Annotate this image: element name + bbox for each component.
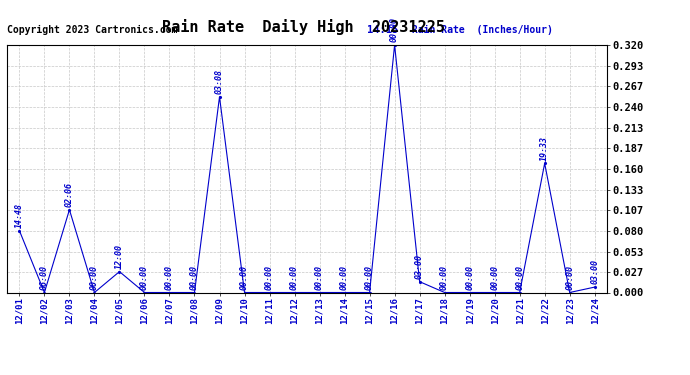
Text: 12:00: 12:00 — [115, 244, 124, 269]
Text: 06:00: 06:00 — [40, 265, 49, 290]
Text: 00:00: 00:00 — [490, 265, 499, 290]
Text: 03:00: 03:00 — [415, 254, 424, 279]
Text: 00:00: 00:00 — [340, 265, 349, 290]
Text: 14:15: 14:15 — [367, 25, 398, 35]
Text: Rain Rate  (Inches/Hour): Rain Rate (Inches/Hour) — [406, 25, 553, 35]
Text: 00:00: 00:00 — [140, 265, 149, 290]
Text: 00:00: 00:00 — [265, 265, 274, 290]
Text: 00:00: 00:00 — [365, 265, 374, 290]
Text: 00:00: 00:00 — [465, 265, 474, 290]
Text: 00:00: 00:00 — [190, 265, 199, 290]
Text: 00:00: 00:00 — [515, 265, 524, 290]
Text: Rain Rate  Daily High  20231225: Rain Rate Daily High 20231225 — [162, 19, 445, 35]
Text: 00:00: 00:00 — [565, 265, 574, 290]
Text: 00:00: 00:00 — [390, 17, 399, 42]
Text: 00:00: 00:00 — [290, 265, 299, 290]
Text: 00:00: 00:00 — [165, 265, 174, 290]
Text: Copyright 2023 Cartronics.com: Copyright 2023 Cartronics.com — [7, 25, 177, 35]
Text: 00:00: 00:00 — [440, 265, 449, 290]
Text: 00:00: 00:00 — [90, 265, 99, 290]
Text: 03:00: 03:00 — [590, 259, 599, 284]
Text: 02:06: 02:06 — [65, 182, 74, 207]
Text: 14:48: 14:48 — [15, 203, 24, 228]
Text: 19:33: 19:33 — [540, 135, 549, 160]
Text: 03:08: 03:08 — [215, 69, 224, 94]
Text: 00:00: 00:00 — [315, 265, 324, 290]
Text: 00:00: 00:00 — [240, 265, 249, 290]
